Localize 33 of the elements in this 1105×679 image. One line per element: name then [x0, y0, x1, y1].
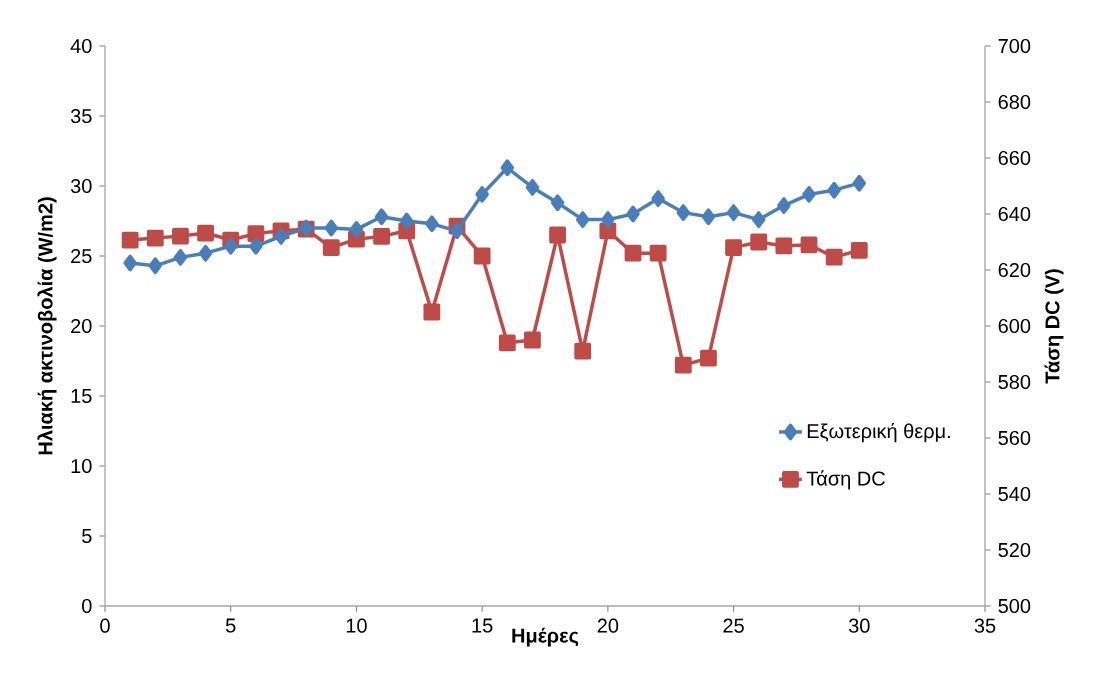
legend-label: Εξωτερική θερμ. [807, 422, 950, 443]
y-tick-label: 0 [82, 598, 92, 614]
y-axis-title: Ηλιακή ακτινοβολία (W/m2) [37, 197, 57, 455]
y2-tick-label: 700 [998, 38, 1031, 54]
y2-tick-label: 640 [998, 206, 1031, 222]
y2-tick-label: 600 [998, 318, 1031, 334]
y-tick-label: 10 [71, 458, 92, 474]
x-tick-label: 0 [100, 618, 110, 633]
y2-tick-label: 560 [998, 430, 1031, 446]
y2-tick-label: 540 [998, 486, 1031, 502]
legend-label: Τάση DC [806, 470, 885, 490]
x-tick-label: 15 [472, 618, 493, 633]
y-tick-label: 15 [71, 389, 92, 403]
y-tick-label: 40 [70, 38, 92, 54]
y2-axis-title: Τάση DC (V) [1044, 269, 1064, 384]
y-tick-label: 20 [71, 318, 92, 334]
y2-tick-label: 500 [998, 598, 1031, 614]
y-tick-label: 25 [71, 248, 92, 264]
x-axis-title: Ημέρες [512, 627, 579, 647]
y-tick-label: 35 [70, 108, 92, 124]
y2-tick-label: 580 [998, 374, 1031, 390]
x-tick-label: 20 [597, 618, 619, 633]
x-tick-label: 25 [723, 618, 744, 633]
y2-tick-label: 520 [998, 542, 1031, 558]
x-tick-label: 10 [346, 618, 367, 633]
y-tick-label: 5 [82, 529, 92, 543]
y-tick-label: 30 [70, 178, 92, 194]
y2-tick-label: 660 [998, 150, 1031, 166]
y2-tick-label: 680 [998, 94, 1031, 110]
x-tick-label: 35 [974, 618, 996, 633]
x-tick-label: 30 [848, 618, 870, 633]
y2-tick-label: 620 [998, 262, 1031, 278]
x-tick-label: 5 [225, 618, 236, 633]
